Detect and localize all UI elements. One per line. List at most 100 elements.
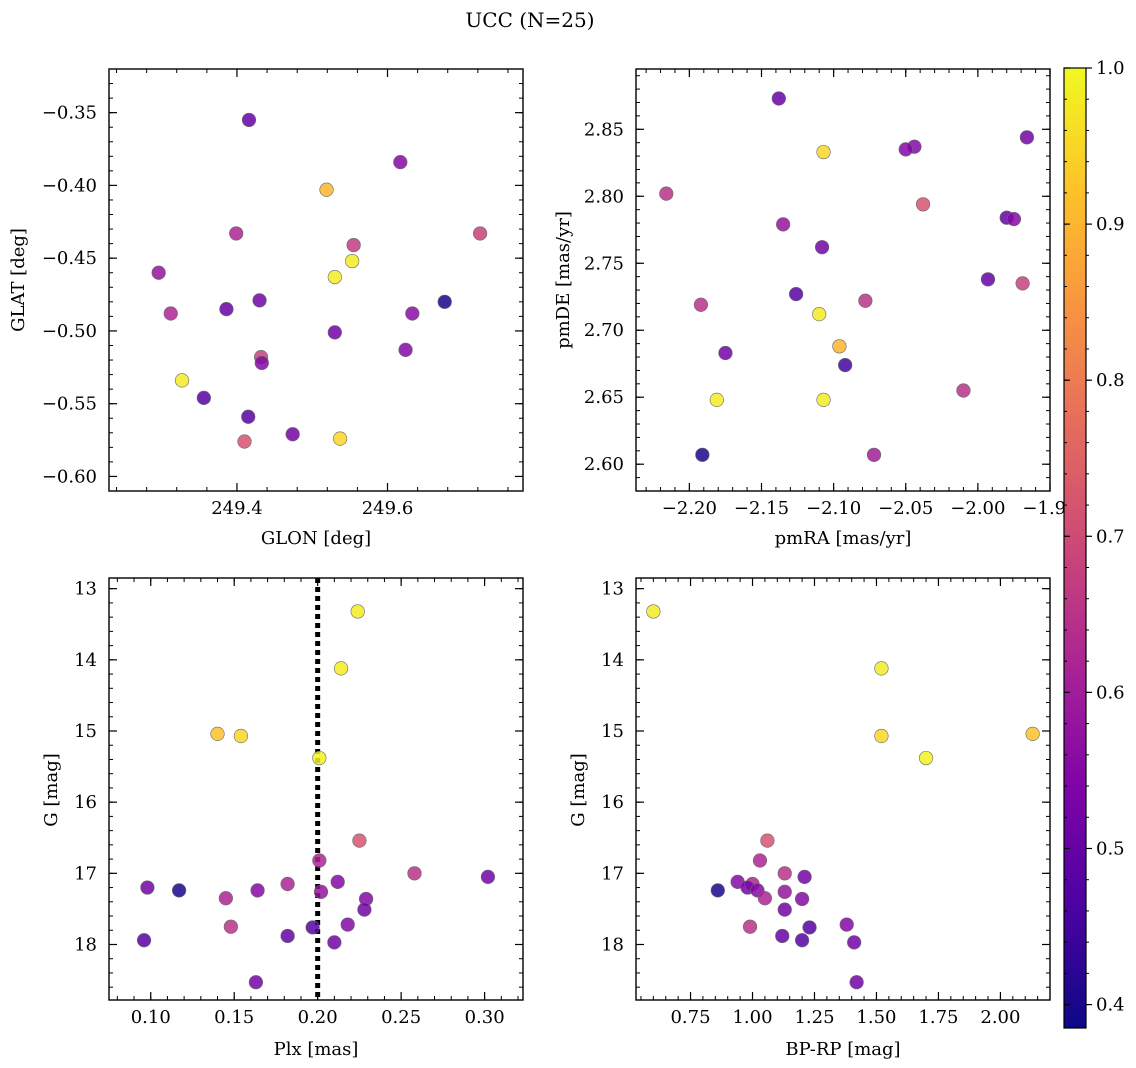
- x-tick-label: 0.75: [670, 1007, 710, 1028]
- y-tick-label: 16: [74, 792, 97, 813]
- scatter-point: [174, 373, 190, 388]
- scatter-point: [874, 728, 889, 744]
- x-tick-label: 0.25: [381, 1007, 421, 1028]
- colorbar-tick-label: 0.5: [1096, 838, 1125, 859]
- scatter-point: [838, 357, 853, 373]
- x-axis-label: GLON [deg]: [261, 528, 371, 549]
- y-tick-label: −0.40: [42, 175, 97, 196]
- y-tick-label: −0.55: [42, 394, 97, 415]
- scatter-point: [849, 975, 864, 990]
- scatter-point: [812, 307, 827, 322]
- scatter-point: [839, 917, 854, 932]
- scatter-point: [319, 182, 334, 197]
- scatter-point: [794, 891, 810, 907]
- scatter-point: [915, 197, 931, 212]
- scatter-point: [218, 891, 233, 906]
- axes-frame: [108, 577, 524, 1001]
- scatter-point: [248, 975, 264, 990]
- scatter-panel-glon-glat: GLON [deg] GLAT [deg] 249.4 249.6 −0.35 −0.…: [8, 68, 524, 549]
- scatter-point: [832, 339, 847, 354]
- scatter-point: [752, 853, 768, 868]
- scatter-point: [196, 390, 211, 405]
- y-tick-label: −0.35: [42, 103, 97, 124]
- colorbar-tick-label: 0.4: [1096, 995, 1125, 1016]
- scatter-point: [312, 750, 327, 766]
- scatter-point: [847, 935, 862, 950]
- scatter-point: [776, 217, 791, 232]
- y-tick-label: 13: [74, 579, 97, 600]
- scatter-point: [693, 297, 709, 312]
- scatter-point: [709, 392, 724, 408]
- scatter-point: [742, 919, 758, 934]
- y-tick-label: 2.80: [584, 186, 624, 207]
- scatter-point: [252, 293, 267, 308]
- x-tick-label: 249.4: [211, 498, 263, 519]
- scatter-point: [710, 883, 725, 898]
- x-tick-label: 2.00: [980, 1007, 1020, 1028]
- x-axis-label: pmRA [mas/yr]: [775, 528, 912, 549]
- scatter-panel-bprp-g: BP-RP [mag] G [mag] 0.75 1.00 1.25 1.50 1.75…: [568, 577, 1051, 1060]
- scatter-point: [775, 928, 790, 944]
- x-tick-label: 0.10: [131, 1007, 171, 1028]
- scatter-point: [718, 345, 733, 361]
- scatter-point: [352, 833, 367, 848]
- scatter-point: [1019, 130, 1035, 145]
- scatter-point: [956, 383, 971, 398]
- scatter-point: [757, 891, 773, 906]
- x-tick-label: −2.05: [878, 498, 933, 519]
- x-tick-label: 1.00: [732, 1007, 772, 1028]
- colorbar-tick-label: 0.6: [1096, 682, 1125, 703]
- y-tick-label: 18: [601, 934, 624, 955]
- y-axis-label: pmDE [mas/yr]: [553, 211, 574, 349]
- x-tick-label: −2.20: [662, 498, 717, 519]
- y-tick-label: 2.65: [584, 387, 624, 408]
- x-tick-label: 1.75: [918, 1007, 958, 1028]
- scatter-point: [327, 935, 342, 950]
- x-axis-label: Plx [mas]: [274, 1039, 359, 1060]
- scatter-point: [340, 917, 355, 932]
- scatter-point: [327, 269, 342, 285]
- scatter-point: [398, 342, 413, 357]
- scatter-point: [312, 853, 327, 868]
- colorbar-tick-label: 0.9: [1096, 214, 1125, 235]
- scatter-point: [646, 604, 661, 619]
- scatter-point: [229, 226, 244, 241]
- y-tick-label: 13: [601, 579, 624, 600]
- y-tick-label: 17: [74, 863, 97, 884]
- y-tick-label: 15: [601, 721, 624, 742]
- scatter-point: [280, 876, 295, 892]
- scatter-point: [858, 293, 873, 308]
- y-tick-label: 2.75: [584, 253, 624, 274]
- scatter-point: [330, 874, 345, 889]
- scatter-point: [305, 920, 320, 935]
- scatter-point: [151, 265, 166, 280]
- scatter-point: [280, 928, 295, 944]
- scatter-point: [241, 409, 256, 424]
- colorbar: 0.4 0.5 0.6 0.7 0.8 0.9 1.0: [1063, 58, 1125, 1029]
- y-tick-label: 2.70: [584, 320, 624, 341]
- scatter-point: [327, 325, 342, 340]
- scatter-point: [345, 253, 360, 269]
- y-tick-label: 14: [601, 650, 624, 671]
- axes-frame: [108, 68, 524, 492]
- scatter-point: [794, 933, 810, 948]
- x-tick-label: 0.30: [465, 1007, 505, 1028]
- y-tick-label: 2.60: [584, 454, 624, 475]
- y-tick-label: −0.45: [42, 248, 97, 269]
- scatter-point: [816, 392, 831, 408]
- scatter-point: [333, 661, 349, 676]
- scatter-point: [285, 427, 300, 442]
- scatter-point: [802, 920, 817, 935]
- x-tick-label: −2.00: [950, 498, 1005, 519]
- figure-title: UCC (N=25): [465, 8, 594, 32]
- axes-frame: [635, 577, 1051, 1001]
- y-axis-label: G [mag]: [41, 753, 62, 826]
- scatter-point: [918, 750, 934, 766]
- colorbar-tick-label: 0.8: [1096, 370, 1125, 391]
- scatter-point: [313, 884, 329, 899]
- scatter-point: [346, 237, 361, 253]
- x-axis-label: BP-RP [mag]: [785, 1039, 900, 1060]
- x-tick-label: −2.10: [806, 498, 861, 519]
- x-tick-label: 1.25: [794, 1007, 834, 1028]
- scatter-point: [797, 869, 812, 884]
